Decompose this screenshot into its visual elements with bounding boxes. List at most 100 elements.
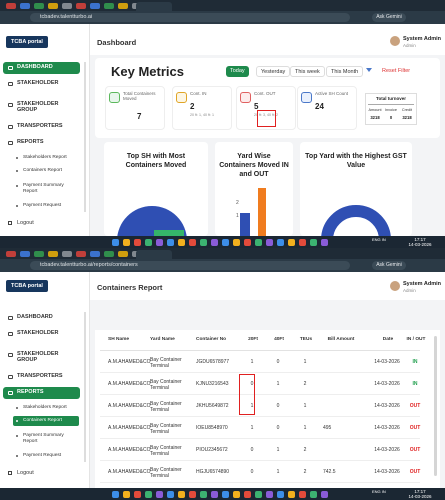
menu-item[interactable]: TRANSPORTERS <box>17 373 63 379</box>
task-icon[interactable] <box>178 491 185 498</box>
task-icon[interactable] <box>145 491 152 498</box>
ask-button[interactable]: Ask Gemini <box>372 261 406 270</box>
menu-item[interactable]: DASHBOARD <box>17 314 53 320</box>
tab[interactable] <box>76 3 86 9</box>
task-icon[interactable] <box>178 239 185 246</box>
task-icon[interactable] <box>189 491 196 498</box>
tab[interactable] <box>34 3 44 9</box>
task-icon[interactable] <box>299 491 306 498</box>
tab[interactable] <box>104 3 114 9</box>
menu-item[interactable]: STAKEHOLDER <box>17 80 59 86</box>
logout[interactable]: Logout <box>17 220 34 226</box>
logout[interactable]: Logout <box>17 470 34 476</box>
tab[interactable] <box>6 3 16 9</box>
tab[interactable] <box>6 251 16 257</box>
tab[interactable] <box>90 3 100 9</box>
task-icon[interactable] <box>189 239 196 246</box>
task-icon[interactable] <box>123 491 130 498</box>
row-divider <box>100 416 420 417</box>
task-icon[interactable] <box>288 491 295 498</box>
filter-button[interactable]: This Month <box>326 66 364 77</box>
tab[interactable] <box>62 251 72 257</box>
task-icon[interactable] <box>112 491 119 498</box>
tab-bar <box>0 0 445 11</box>
metric-detail: 20 ft: 3, 40 ft: 2 <box>254 113 278 117</box>
submenu-item[interactable]: Payment Request <box>23 453 62 458</box>
task-icon[interactable] <box>112 239 119 246</box>
task-icon[interactable] <box>244 491 251 498</box>
row-divider <box>100 372 420 373</box>
task-icon[interactable] <box>134 239 141 246</box>
task-icon[interactable] <box>200 491 207 498</box>
reset-filter[interactable]: Reset Filter <box>382 68 411 74</box>
task-icon[interactable] <box>233 491 240 498</box>
ask-button[interactable]: Ask Gemini <box>372 13 406 22</box>
task-icon[interactable] <box>277 491 284 498</box>
tray-lang[interactable]: ENG IN <box>372 489 386 494</box>
task-icon[interactable] <box>145 239 152 246</box>
active-tab[interactable] <box>136 250 172 259</box>
menu-item[interactable]: TRANSPORTERS <box>17 123 63 129</box>
tray-lang[interactable]: ENG IN <box>372 237 386 242</box>
logo: TCBA portal <box>6 280 48 292</box>
task-icon[interactable] <box>321 491 328 498</box>
menu-item[interactable]: STAKEHOLDER <box>17 330 59 336</box>
task-icon[interactable] <box>255 239 262 246</box>
menu-item[interactable]: STAKEHOLDER GROUP <box>17 101 59 113</box>
url-box[interactable]: tcbadev.talentturbo.ai <box>30 13 350 22</box>
task-icon[interactable] <box>123 239 130 246</box>
table-scrollbar[interactable] <box>434 336 437 476</box>
task-icon[interactable] <box>200 239 207 246</box>
task-icon[interactable] <box>321 239 328 246</box>
tab[interactable] <box>90 251 100 257</box>
task-icon[interactable] <box>233 239 240 246</box>
menu-item[interactable]: STAKEHOLDER GROUP <box>17 351 59 363</box>
tab[interactable] <box>34 251 44 257</box>
submenu-item[interactable]: Payment Summary Report <box>23 183 64 194</box>
submenu-item[interactable]: Stakeholders Report <box>23 155 67 160</box>
task-icon[interactable] <box>222 491 229 498</box>
menu-item[interactable]: REPORTS <box>17 389 44 395</box>
submenu-item[interactable]: Stakeholders Report <box>23 405 67 410</box>
task-icon[interactable] <box>134 491 141 498</box>
task-icon[interactable] <box>299 239 306 246</box>
menu-item[interactable]: REPORTS <box>17 139 44 145</box>
filter-icon[interactable] <box>366 68 372 74</box>
tab[interactable] <box>118 3 128 9</box>
task-icon[interactable] <box>211 491 218 498</box>
filter-button[interactable]: This week <box>290 66 325 77</box>
submenu-item[interactable]: Containers Report <box>23 418 62 423</box>
task-icon[interactable] <box>156 239 163 246</box>
task-icon[interactable] <box>255 491 262 498</box>
task-icon[interactable] <box>222 239 229 246</box>
task-icon[interactable] <box>167 239 174 246</box>
tab[interactable] <box>20 3 30 9</box>
submenu-item[interactable]: Payment Summary Report <box>23 433 64 444</box>
submenu-item[interactable]: Payment Request <box>23 203 62 208</box>
task-icon[interactable] <box>310 491 317 498</box>
task-icon[interactable] <box>244 239 251 246</box>
tab[interactable] <box>48 3 58 9</box>
task-icon[interactable] <box>266 239 273 246</box>
tab[interactable] <box>62 3 72 9</box>
task-icon[interactable] <box>167 491 174 498</box>
submenu-item[interactable]: Containers Report <box>23 168 62 173</box>
filter-button[interactable]: Today <box>226 66 249 77</box>
active-tab[interactable] <box>136 2 172 11</box>
task-icon[interactable] <box>156 491 163 498</box>
tab[interactable] <box>104 251 114 257</box>
url-box[interactable]: tcbadev.talentturbo.ai/reports/container… <box>30 261 350 270</box>
task-icon[interactable] <box>288 239 295 246</box>
task-icon[interactable] <box>211 239 218 246</box>
menu-item[interactable]: DASHBOARD <box>17 64 53 70</box>
turnover-header: Invoice <box>384 108 398 112</box>
task-icon[interactable] <box>266 491 273 498</box>
tab[interactable] <box>76 251 86 257</box>
tab[interactable] <box>20 251 30 257</box>
donut <box>321 205 391 236</box>
tab[interactable] <box>118 251 128 257</box>
task-icon[interactable] <box>277 239 284 246</box>
filter-button[interactable]: Yesterday <box>256 66 291 77</box>
tab[interactable] <box>48 251 58 257</box>
task-icon[interactable] <box>310 239 317 246</box>
